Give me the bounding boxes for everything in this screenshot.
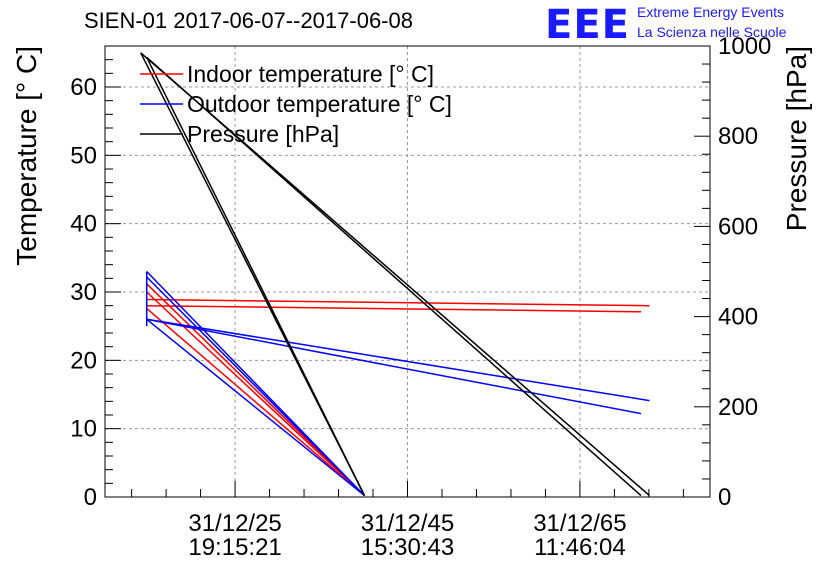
x-tick-label-time: 15:30:43: [361, 534, 454, 561]
series-line-indoor-temperature-c: [146, 307, 365, 497]
y-tick-label-right: 800: [718, 123, 758, 150]
series-line-indoor-temperature-c: [146, 291, 366, 497]
y-tick-label-left: 20: [70, 347, 97, 374]
series-line-outdoor-temperature-c: [146, 318, 365, 497]
legend: Indoor temperature [° C] Outdoor temperat…: [140, 61, 452, 147]
x-tick-label-date: 31/12/25: [188, 510, 281, 537]
series-line-outdoor-temperature-c: [146, 276, 366, 497]
y-tick-label-left: 10: [70, 416, 97, 443]
series-line-pressure-hpa: [146, 56, 642, 497]
eee-logo: EEE: [545, 2, 630, 48]
x-tick-label-time: 19:15:21: [188, 534, 281, 561]
legend-label: Outdoor temperature [° C]: [187, 91, 452, 117]
right-axis: 0 200 400 600 800 1000: [694, 33, 771, 511]
y-tick-label-left: 0: [84, 484, 97, 511]
series-line-indoor-temperature-c: [146, 283, 366, 497]
x-tick-label-time: 11:46:04: [534, 534, 626, 561]
x-tick-label-date: 31/12/65: [533, 510, 626, 537]
y-tick-label-right: 600: [718, 213, 758, 240]
series-line-indoor-temperature-c: [146, 298, 650, 307]
org-name-line1: Extreme Energy Events: [637, 4, 785, 20]
y-tick-label-right: 1000: [718, 33, 771, 60]
series-lines: [140, 52, 650, 497]
y-tick-label-right: 200: [718, 394, 758, 421]
chart-title: SIEN-01 2017-06-07--2017-06-08: [84, 8, 413, 33]
y-tick-label-left: 60: [70, 74, 97, 101]
legend-label: Pressure [hPa]: [187, 121, 339, 147]
y-tick-label-left: 50: [70, 142, 97, 169]
series-line-outdoor-temperature-c: [146, 318, 650, 402]
grid-lines: [105, 46, 710, 497]
y-tick-label-right: 400: [718, 304, 758, 331]
x-tick-label-date: 31/12/45: [361, 510, 454, 537]
legend-label: Indoor temperature [° C]: [187, 61, 434, 87]
y-axis-label-right: Pressure [hPa]: [781, 46, 812, 231]
series-line-indoor-temperature-c: [146, 304, 642, 313]
left-axis: 0 10 20 30 40 50 60: [70, 45, 121, 511]
y-axis-label-left: Temperature [° C]: [11, 46, 42, 266]
y-tick-label-left: 30: [70, 279, 97, 306]
series-line-pressure-hpa: [146, 56, 366, 496]
series-line-outdoor-temperature-c: [146, 318, 642, 415]
y-tick-label-right: 0: [718, 484, 731, 511]
y-tick-label-left: 40: [70, 211, 97, 238]
org-name-line2: La Scienza nelle Scuole: [637, 24, 787, 40]
